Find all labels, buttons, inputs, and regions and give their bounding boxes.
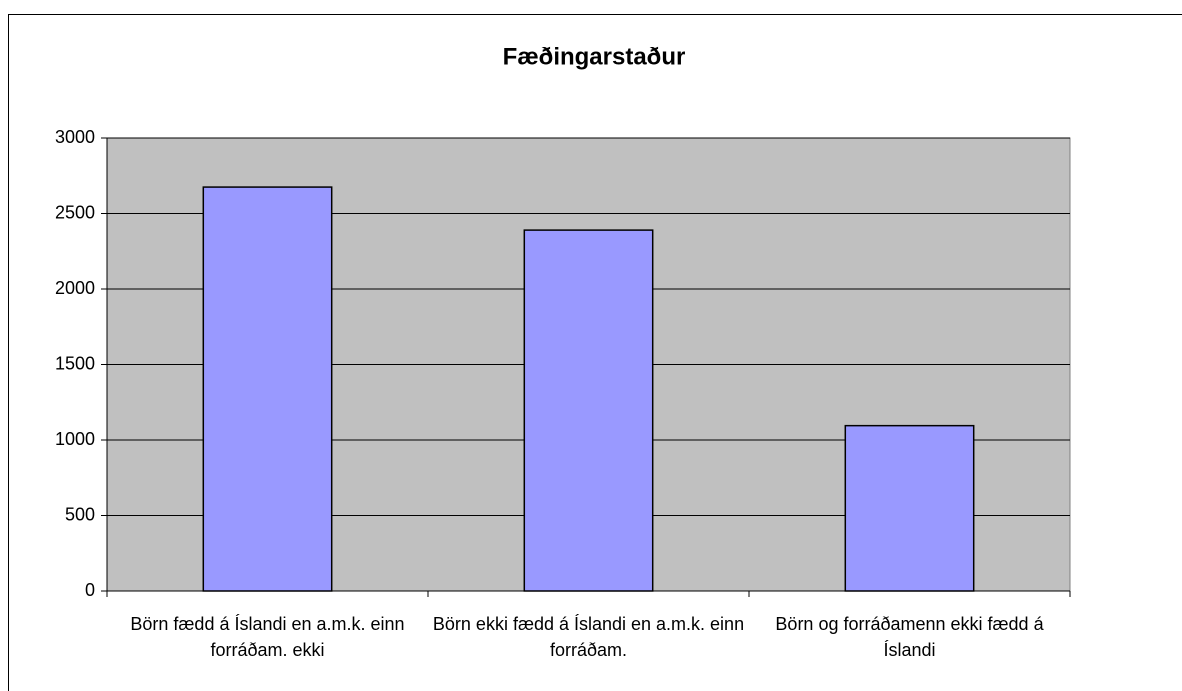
- x-tick-label: Börn og forráðamenn ekki fædd á Íslandi: [775, 614, 1044, 660]
- y-tick-label: 1000: [55, 429, 95, 449]
- y-tick-label: 2000: [55, 278, 95, 298]
- bar: [844, 424, 975, 592]
- x-tick-label: Börn ekki fædd á Íslandi en a.m.k. einn …: [432, 614, 745, 660]
- y-tick-label: 500: [65, 504, 95, 524]
- y-tick-label: 3000: [55, 127, 95, 147]
- x-tick-label: Börn fædd á Íslandi en a.m.k. einn forrá…: [130, 614, 405, 660]
- bar: [523, 229, 654, 592]
- chart-title: Fæðingarstaður: [503, 43, 686, 70]
- y-tick-label: 1500: [55, 353, 95, 373]
- bar: [202, 186, 333, 592]
- y-tick-label: 0: [85, 580, 95, 600]
- y-tick-label: 2500: [55, 202, 95, 222]
